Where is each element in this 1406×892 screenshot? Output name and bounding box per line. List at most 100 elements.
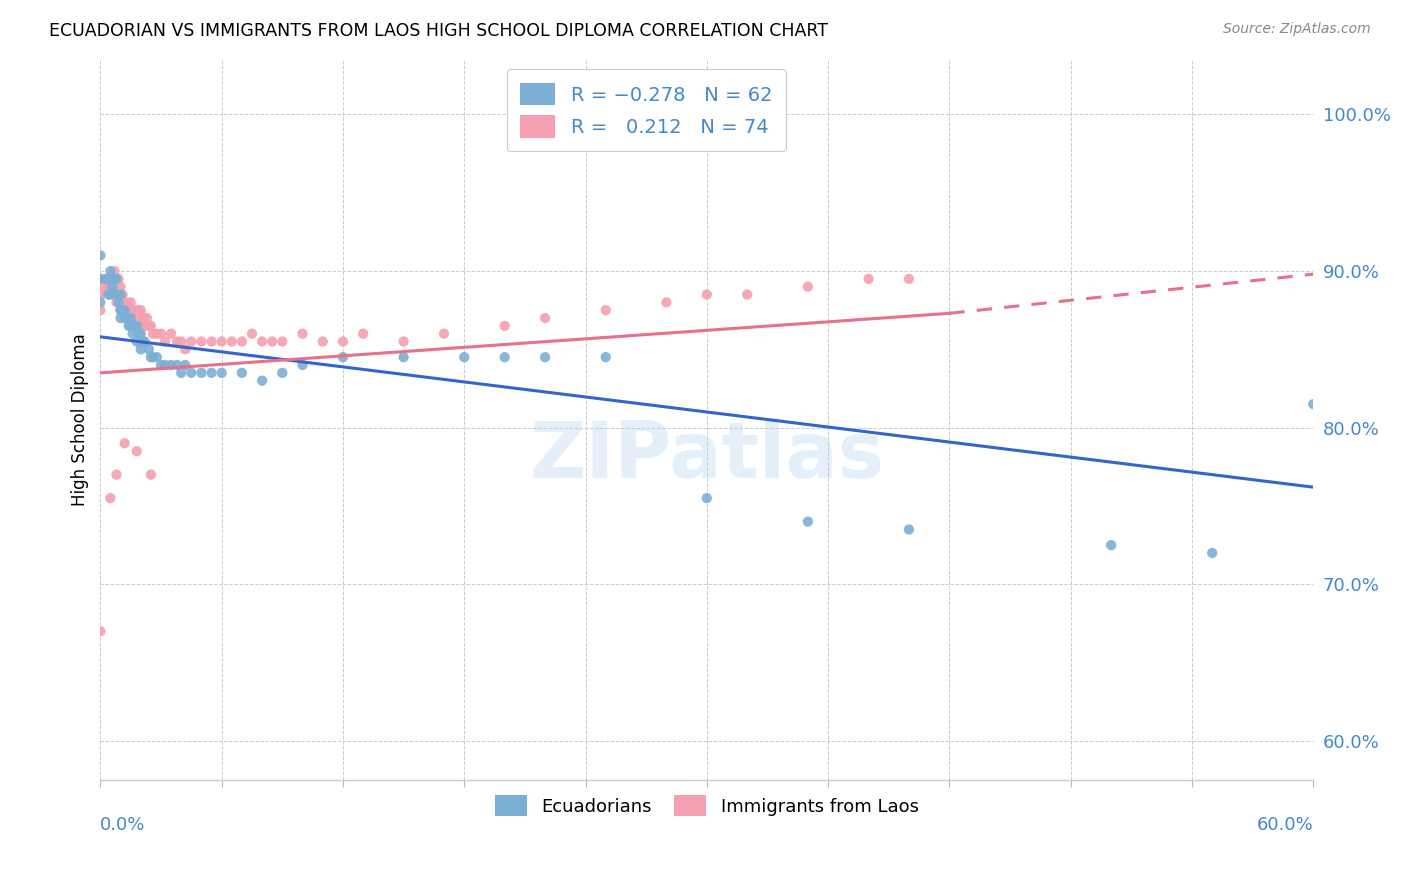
Point: [110, 303, 132, 318]
Point: [271, 334, 294, 349]
Point: [125, 444, 148, 458]
Point: [103, 287, 125, 301]
Text: 0.0%: 0.0%: [100, 816, 146, 834]
Point: [118, 318, 141, 333]
Point: [211, 334, 233, 349]
Point: [170, 334, 193, 349]
Point: [180, 334, 202, 349]
Point: [100, 264, 122, 278]
Point: [352, 326, 374, 341]
Point: [118, 303, 141, 318]
Point: [534, 311, 557, 326]
Point: [105, 295, 128, 310]
Point: [134, 334, 156, 349]
Point: [114, 295, 136, 310]
Point: [111, 303, 134, 318]
Point: [135, 311, 157, 326]
Point: [211, 366, 233, 380]
Point: [128, 326, 150, 341]
Point: [114, 303, 136, 318]
Point: [146, 350, 169, 364]
Point: [96, 272, 118, 286]
Point: [453, 350, 475, 364]
Point: [262, 334, 284, 349]
Point: [797, 279, 820, 293]
Point: [105, 272, 128, 286]
Point: [129, 343, 152, 357]
Point: [89, 295, 111, 310]
Point: [110, 287, 132, 301]
Point: [150, 326, 173, 341]
Point: [392, 350, 415, 364]
Point: [103, 287, 125, 301]
Point: [93, 279, 115, 293]
Point: [153, 358, 176, 372]
Point: [190, 334, 212, 349]
Point: [110, 311, 132, 326]
Point: [166, 334, 188, 349]
Point: [312, 334, 335, 349]
Point: [1099, 538, 1122, 552]
Point: [114, 303, 136, 318]
Point: [114, 436, 136, 450]
Point: [534, 350, 557, 364]
Point: [101, 279, 124, 293]
Point: [138, 343, 160, 357]
Point: [250, 334, 273, 349]
Point: [696, 491, 718, 505]
Point: [105, 467, 128, 482]
Point: [858, 272, 880, 286]
Point: [139, 318, 162, 333]
Point: [231, 366, 253, 380]
Point: [160, 326, 183, 341]
Point: [110, 279, 132, 293]
Point: [103, 264, 125, 278]
Text: ZIPatlas: ZIPatlas: [529, 417, 884, 494]
Point: [332, 334, 354, 349]
Point: [129, 326, 152, 341]
Point: [200, 366, 222, 380]
Point: [655, 295, 678, 310]
Text: Source: ZipAtlas.com: Source: ZipAtlas.com: [1223, 22, 1371, 37]
Point: [291, 326, 314, 341]
Point: [160, 358, 183, 372]
Point: [97, 287, 120, 301]
Point: [139, 350, 162, 364]
Point: [271, 366, 294, 380]
Point: [121, 326, 143, 341]
Point: [897, 523, 920, 537]
Point: [120, 318, 142, 333]
Point: [134, 318, 156, 333]
Point: [114, 311, 136, 326]
Point: [332, 350, 354, 364]
Point: [125, 311, 148, 326]
Point: [200, 334, 222, 349]
Point: [180, 366, 202, 380]
Point: [124, 303, 146, 318]
Point: [129, 303, 152, 318]
Text: ECUADORIAN VS IMMIGRANTS FROM LAOS HIGH SCHOOL DIPLOMA CORRELATION CHART: ECUADORIAN VS IMMIGRANTS FROM LAOS HIGH …: [49, 22, 828, 40]
Point: [105, 287, 128, 301]
Point: [110, 303, 132, 318]
Y-axis label: High School Diploma: High School Diploma: [72, 334, 89, 506]
Text: 60.0%: 60.0%: [1257, 816, 1313, 834]
Point: [595, 350, 617, 364]
Point: [128, 303, 150, 318]
Point: [897, 272, 920, 286]
Point: [100, 287, 122, 301]
Point: [100, 272, 122, 286]
Point: [1201, 546, 1223, 560]
Point: [96, 272, 118, 286]
Point: [150, 358, 173, 372]
Point: [124, 318, 146, 333]
Point: [107, 272, 129, 286]
Point: [107, 295, 129, 310]
Point: [100, 287, 122, 301]
Point: [103, 272, 125, 286]
Point: [115, 311, 138, 326]
Point: [89, 272, 111, 286]
Point: [100, 491, 122, 505]
Legend: Ecuadorians, Immigrants from Laos: Ecuadorians, Immigrants from Laos: [485, 786, 928, 825]
Point: [190, 366, 212, 380]
Point: [735, 287, 758, 301]
